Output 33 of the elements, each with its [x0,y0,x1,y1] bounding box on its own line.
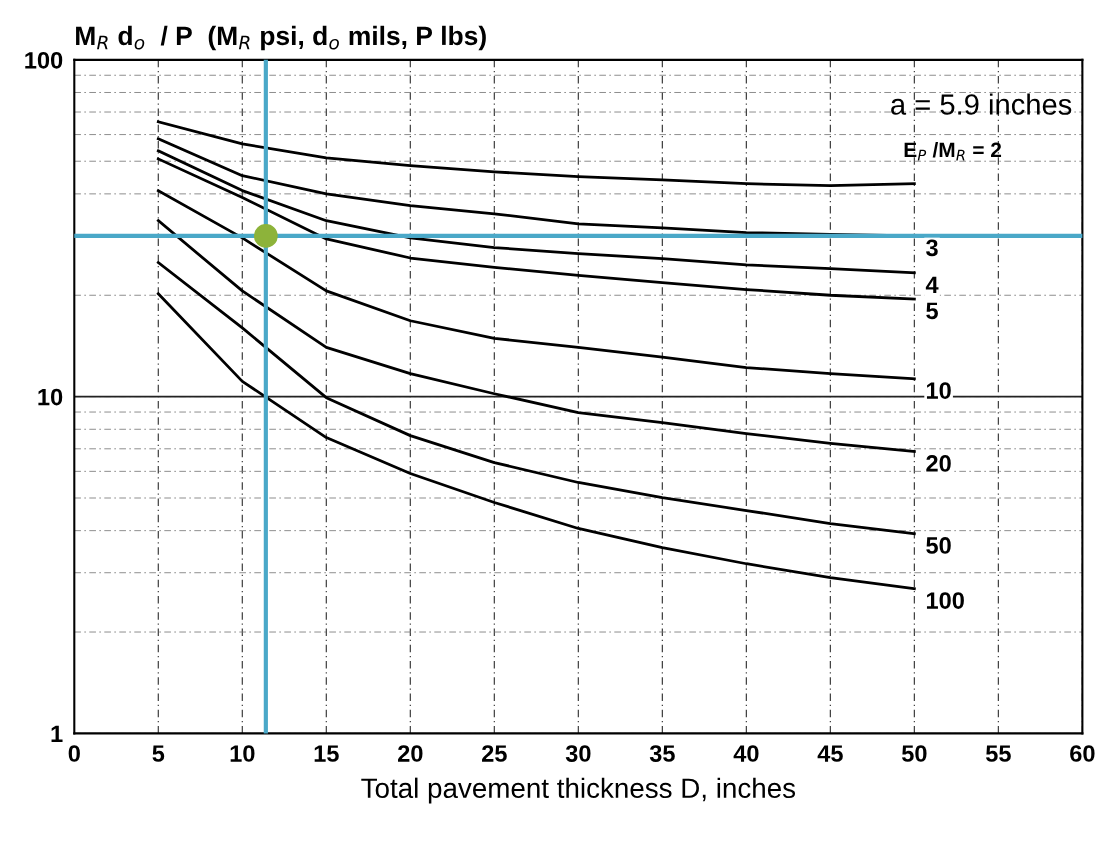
text: M$_{R}$ d$_{o}$ / P (M$_{R}$ psi, d$_{o}$ mils, P lbs) [76,25,486,51]
series-label: 100 [926,592,964,609]
x-tick-label: 30 [565,745,591,762]
series-label: 4 [925,276,939,293]
x-axis-title: Total pavement thickness D, inches [361,777,796,804]
line-series [156,292,916,591]
series-label: 3 [926,239,938,257]
x-tick-label: 15 [314,745,339,762]
x-tick-label: 40 [733,745,759,762]
series-label: 5 [926,302,938,320]
x-tick-label: 45 [817,745,843,762]
line-series [156,157,916,301]
x-tick-label: 10 [230,745,255,762]
line-series [156,189,916,381]
y-tick-label: 10 [38,388,63,406]
x-tick-label: 60 [1070,745,1095,762]
x-tick-label: 35 [649,745,675,762]
line-series [156,219,916,453]
annotation: a = 5.9 inches [891,93,1072,115]
series-label: 50 [926,537,951,554]
y-tick-label: 100 [25,51,63,69]
line-series [156,261,916,535]
x-tick-label: 0 [68,745,80,762]
x-tick-label: 20 [398,745,423,762]
line-series [156,120,916,188]
x-tick-label: 25 [482,745,507,762]
series-label: 10 [926,382,951,399]
x-tick-label: 5 [152,745,165,762]
x-tick-label: 50 [901,745,927,762]
series-label: E$_{P}$ /M$_{R}$ = 2 [904,141,1002,161]
y-tick-label: 1 [51,725,63,742]
series-label: 20 [926,455,951,472]
x-tick-label: 55 [985,745,1011,762]
